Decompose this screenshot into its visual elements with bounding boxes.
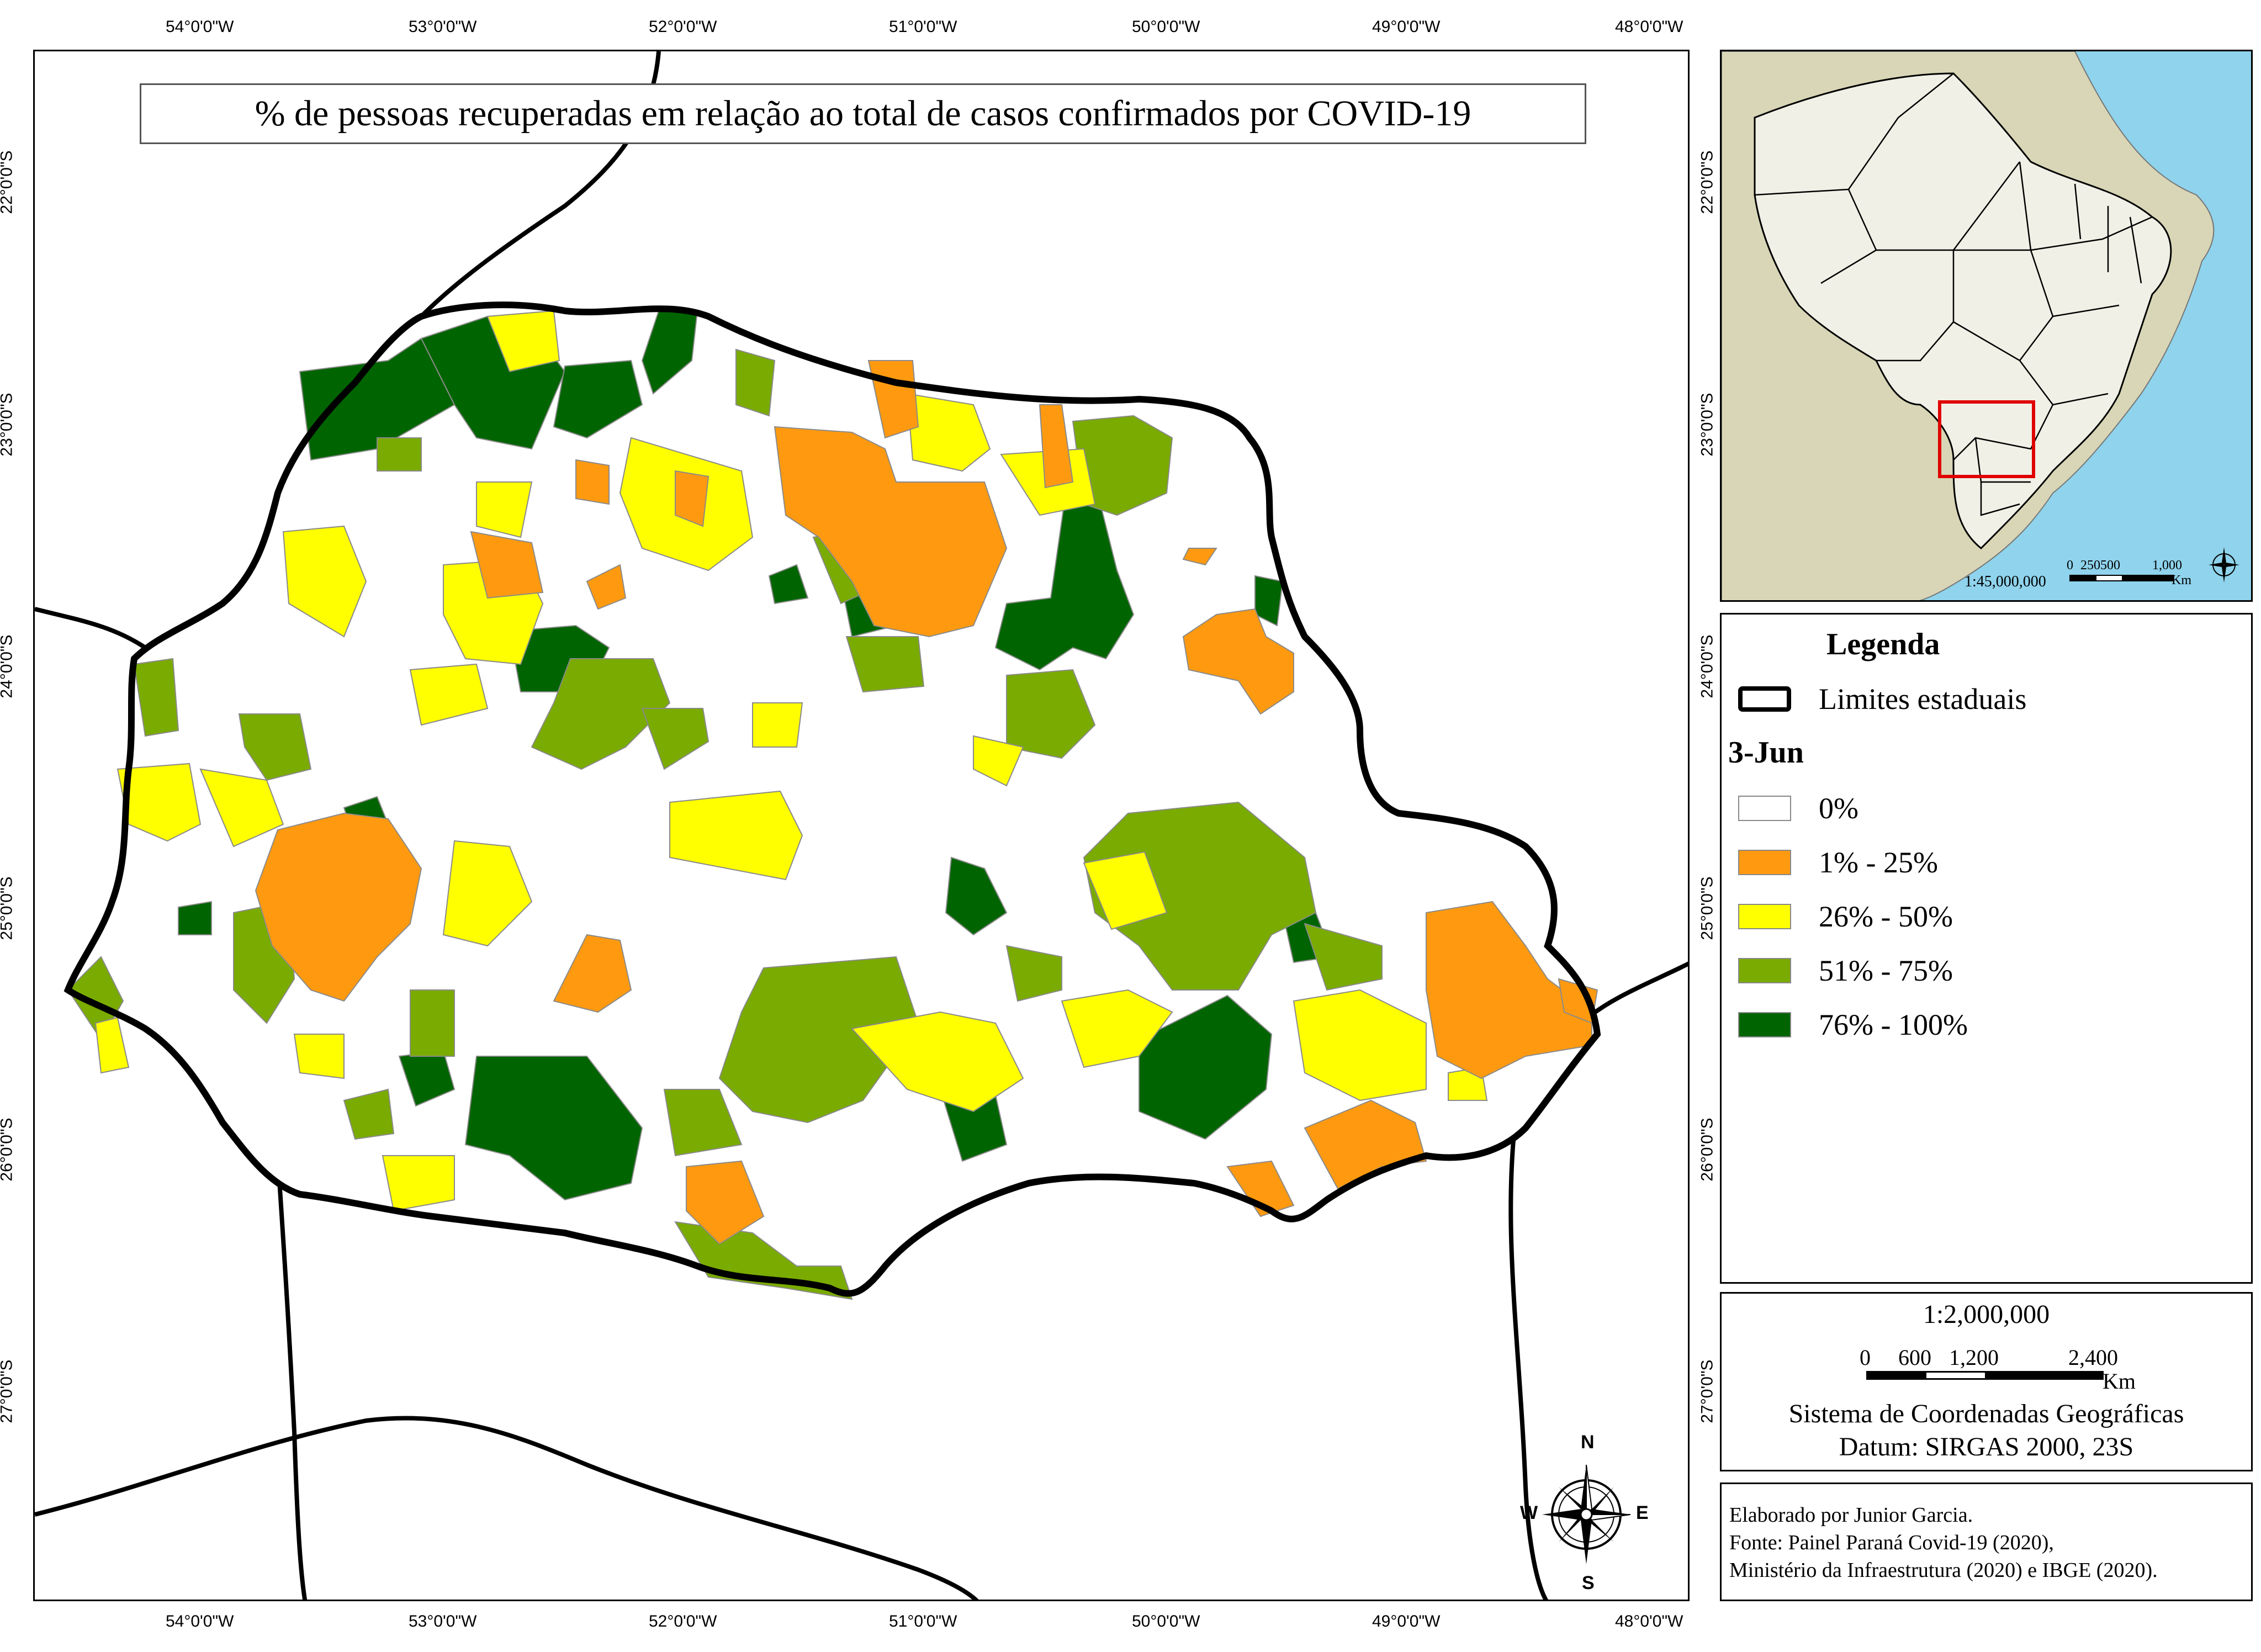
- lat-label-left-2: 23°0'0"S: [0, 393, 16, 457]
- legend-class-label: 1% - 25%: [1819, 846, 1938, 879]
- lat-label-right-3: 24°0'0"S: [1698, 634, 1717, 698]
- legend-swatch: [1738, 796, 1791, 821]
- lat-label-left-6: 27°0'0"S: [0, 1359, 16, 1423]
- scalebar-unit: Km: [2103, 1369, 2136, 1394]
- lat-label-right-4: 25°0'0"S: [1698, 876, 1717, 940]
- lon-label-top-2: 53°0'0"W: [409, 18, 477, 36]
- lon-label-bottom-6: 49°0'0"W: [1372, 1612, 1441, 1630]
- legend-class-label: 51% - 75%: [1819, 954, 1953, 987]
- lat-label-right-6: 27°0'0"S: [1698, 1359, 1717, 1423]
- lon-label-top-3: 52°0'0"W: [649, 18, 717, 36]
- scalebar: [1866, 1371, 2104, 1380]
- lat-label-left-5: 26°0'0"S: [0, 1118, 16, 1182]
- compass-star-icon: [1542, 1464, 1630, 1564]
- legend-class-0: 0%: [1738, 791, 1858, 825]
- legend-class-label: 26% - 50%: [1819, 900, 1953, 933]
- legend-class-3: 51% - 75%: [1738, 954, 1953, 988]
- lat-label-right-1: 22°0'0"S: [1698, 150, 1717, 214]
- compass-w-label: W: [1520, 1502, 1538, 1523]
- inset-scalebar-label-0: 0: [2067, 558, 2073, 573]
- lat-label-right-2: 23°0'0"S: [1698, 393, 1717, 457]
- lat-label-left-3: 24°0'0"S: [0, 634, 16, 698]
- legend-class-label: 76% - 100%: [1819, 1008, 1968, 1041]
- credits-box: Elaborado por Junior Garcia. Fonte: Pain…: [1720, 1482, 2253, 1601]
- lon-label-top-4: 51°0'0"W: [889, 18, 957, 36]
- legend-swatch: [1738, 850, 1791, 875]
- legend-box: Legenda Limites estaduais 3-Jun 0% 1% - …: [1720, 613, 2253, 1284]
- scale-ratio: 1:2,000,000: [1923, 1300, 2050, 1329]
- map-title-box: % de pessoas recuperadas em relação ao t…: [140, 83, 1586, 144]
- scalebar-label-2: 1,200: [1949, 1345, 1999, 1370]
- lon-label-bottom-3: 52°0'0"W: [649, 1612, 717, 1630]
- datum-label: Datum: SIRGAS 2000, 23S: [1839, 1432, 2134, 1462]
- main-map-frame: % de pessoas recuperadas em relação ao t…: [33, 50, 1690, 1601]
- lat-label-left-1: 22°0'0"S: [0, 150, 16, 214]
- lon-label-bottom-5: 50°0'0"W: [1132, 1612, 1200, 1630]
- lon-label-bottom-1: 54°0'0"W: [166, 1612, 234, 1630]
- inset-scalebar-label-2: 1,000: [2152, 558, 2182, 573]
- main-map: [35, 51, 1688, 1600]
- lon-label-bottom-7: 48°0'0"W: [1615, 1612, 1683, 1630]
- legend-boundary-row: Limites estaduais: [1738, 682, 2026, 716]
- legend-swatch: [1738, 1012, 1791, 1037]
- legend-class-4: 76% - 100%: [1738, 1008, 1968, 1042]
- inset-compass-icon: [2209, 547, 2239, 583]
- compass-rose: N S W E: [1520, 1432, 1653, 1597]
- inset-scalebar: [2069, 575, 2174, 581]
- credits-source-2: Ministério da Infraestrutura (2020) e IB…: [1729, 1559, 2158, 1582]
- legend-boundary-symbol: [1738, 686, 1791, 712]
- lon-label-bottom-4: 51°0'0"W: [889, 1612, 957, 1630]
- scalebar-label-1: 600: [1898, 1345, 1931, 1370]
- inset-scalebar-unit: Km: [2172, 573, 2191, 587]
- inset-highlight-box: [1938, 400, 2035, 478]
- legend-class-2: 26% - 50%: [1738, 899, 1953, 934]
- legend-boundary-label: Limites estaduais: [1819, 682, 2027, 716]
- scale-box: 1:2,000,000 0 600 1,200 2,400 Km Sistema…: [1720, 1292, 2253, 1471]
- compass-e-label: E: [1636, 1502, 1649, 1523]
- crs-label: Sistema de Coordenadas Geográficas: [1788, 1399, 2184, 1428]
- legend-date-label: 3-Jun: [1728, 735, 1804, 770]
- lat-label-right-5: 26°0'0"S: [1698, 1118, 1717, 1182]
- lon-label-top-6: 49°0'0"W: [1372, 18, 1441, 36]
- inset-map: [1722, 51, 2215, 600]
- lon-label-top-5: 50°0'0"W: [1132, 18, 1200, 36]
- legend-class-1: 1% - 25%: [1738, 845, 1938, 880]
- legend-class-label: 0%: [1819, 792, 1858, 825]
- inset-map-frame: 1:45,000,000 0 250500 1,000 Km: [1720, 50, 2253, 602]
- lon-label-bottom-2: 53°0'0"W: [409, 1612, 477, 1630]
- scalebar-label-0: 0: [1860, 1345, 1871, 1370]
- scalebar-label-3: 2,400: [2068, 1345, 2118, 1370]
- lat-label-left-4: 25°0'0"S: [0, 876, 16, 940]
- inset-scalebar-label-1: 250500: [2080, 558, 2120, 573]
- lon-label-top-1: 54°0'0"W: [166, 18, 234, 36]
- map-title: % de pessoas recuperadas em relação ao t…: [255, 93, 1471, 134]
- inset-scale-ratio: 1:45,000,000: [1965, 573, 2046, 590]
- credits-author: Elaborado por Junior Garcia.: [1729, 1503, 1973, 1527]
- credits-source-1: Fonte: Painel Paraná Covid-19 (2020),: [1729, 1531, 2054, 1554]
- legend-swatch: [1738, 904, 1791, 929]
- legend-swatch: [1738, 958, 1791, 983]
- lon-label-top-7: 48°0'0"W: [1615, 18, 1683, 36]
- compass-s-label: S: [1582, 1572, 1595, 1593]
- compass-n-label: N: [1581, 1432, 1595, 1453]
- legend-heading: Legenda: [1826, 627, 1940, 661]
